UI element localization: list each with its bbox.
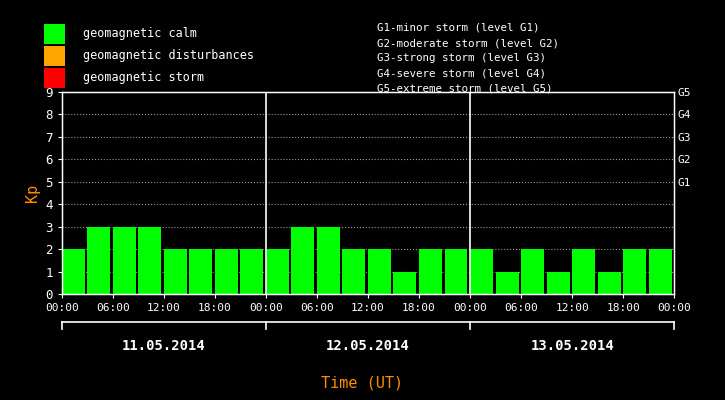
Bar	[62, 249, 85, 294]
Bar	[164, 249, 187, 294]
Text: 11.05.2014: 11.05.2014	[122, 339, 206, 353]
Bar	[215, 249, 238, 294]
Text: G3-strong storm (level G3): G3-strong storm (level G3)	[377, 53, 546, 63]
Bar	[317, 227, 340, 294]
Bar	[87, 227, 110, 294]
Text: geomagnetic disturbances: geomagnetic disturbances	[83, 50, 254, 62]
Bar	[291, 227, 315, 294]
Bar	[342, 249, 365, 294]
Bar	[547, 272, 570, 294]
Y-axis label: Kp: Kp	[25, 184, 40, 202]
Text: Time (UT): Time (UT)	[321, 375, 404, 390]
Bar	[624, 249, 646, 294]
Text: G4-severe storm (level G4): G4-severe storm (level G4)	[377, 68, 546, 78]
Text: G1-minor storm (level G1): G1-minor storm (level G1)	[377, 23, 539, 33]
Bar	[266, 249, 289, 294]
Text: 12.05.2014: 12.05.2014	[326, 339, 410, 353]
Bar	[138, 227, 161, 294]
Bar	[240, 249, 263, 294]
Bar	[444, 249, 468, 294]
Bar	[597, 272, 621, 294]
Text: G5-extreme storm (level G5): G5-extreme storm (level G5)	[377, 84, 552, 94]
Bar	[394, 272, 416, 294]
Bar	[189, 249, 212, 294]
Text: 13.05.2014: 13.05.2014	[530, 339, 614, 353]
Bar	[470, 249, 493, 294]
Bar	[649, 249, 671, 294]
Bar	[368, 249, 391, 294]
Text: geomagnetic storm: geomagnetic storm	[83, 72, 204, 84]
Bar	[419, 249, 442, 294]
Text: geomagnetic calm: geomagnetic calm	[83, 28, 197, 40]
Text: G2-moderate storm (level G2): G2-moderate storm (level G2)	[377, 38, 559, 48]
Bar	[112, 227, 136, 294]
Bar	[572, 249, 595, 294]
Bar	[521, 249, 544, 294]
Bar	[496, 272, 518, 294]
